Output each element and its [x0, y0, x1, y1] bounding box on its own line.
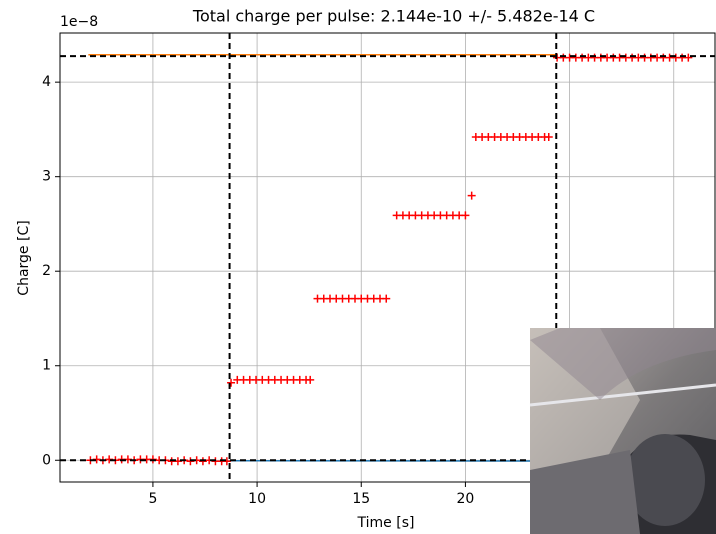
y-tick-label: 1	[42, 358, 51, 374]
axes-frame	[59, 32, 716, 483]
marker	[306, 375, 315, 384]
marker	[382, 294, 391, 303]
y-tick-label: 4	[42, 74, 51, 90]
y-offset-label: 1e−8	[60, 14, 98, 30]
marker	[544, 132, 553, 141]
inset-photo	[529, 328, 716, 534]
x-tick-label: 20	[457, 491, 475, 507]
plot-area: 5101520253001234	[42, 32, 716, 507]
x-tick-label: 15	[352, 491, 370, 507]
x-tick-label: 10	[248, 491, 266, 507]
marker	[227, 378, 236, 387]
y-tick-label: 0	[42, 452, 51, 468]
x-tick-label: 5	[148, 491, 157, 507]
y-tick-label: 2	[42, 263, 51, 279]
y-axis-label: Charge [C]	[16, 220, 32, 295]
marker	[684, 53, 693, 62]
marker	[461, 211, 470, 220]
chart-title: Total charge per pulse: 2.144e-10 +/- 5.…	[192, 7, 595, 26]
marker	[467, 191, 476, 200]
y-tick-label: 3	[42, 169, 51, 185]
x-axis-label: Time [s]	[357, 515, 415, 531]
